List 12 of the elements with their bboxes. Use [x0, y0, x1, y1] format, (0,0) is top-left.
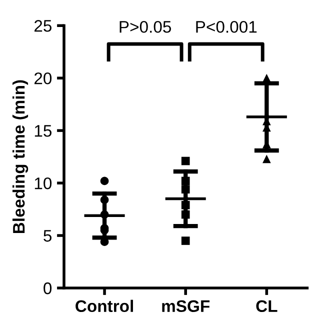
x-tick-label: CL	[256, 300, 278, 312]
y-tick-label: 20	[34, 72, 52, 84]
annotation: P>0.05	[120, 21, 172, 33]
y-tick-label: 0	[44, 282, 52, 294]
y-tick-label: 25	[34, 20, 52, 32]
y-axis-title: Bleeding time (min)	[12, 80, 28, 233]
y-tick-label: 10	[34, 177, 52, 190]
y-tick-label: 5	[44, 230, 52, 242]
x-tick-label: Control	[76, 300, 133, 312]
annotation: P<0.001	[196, 21, 257, 33]
y-tick-label: 15	[34, 125, 52, 137]
x-tick-label: mSGF	[162, 300, 210, 312]
